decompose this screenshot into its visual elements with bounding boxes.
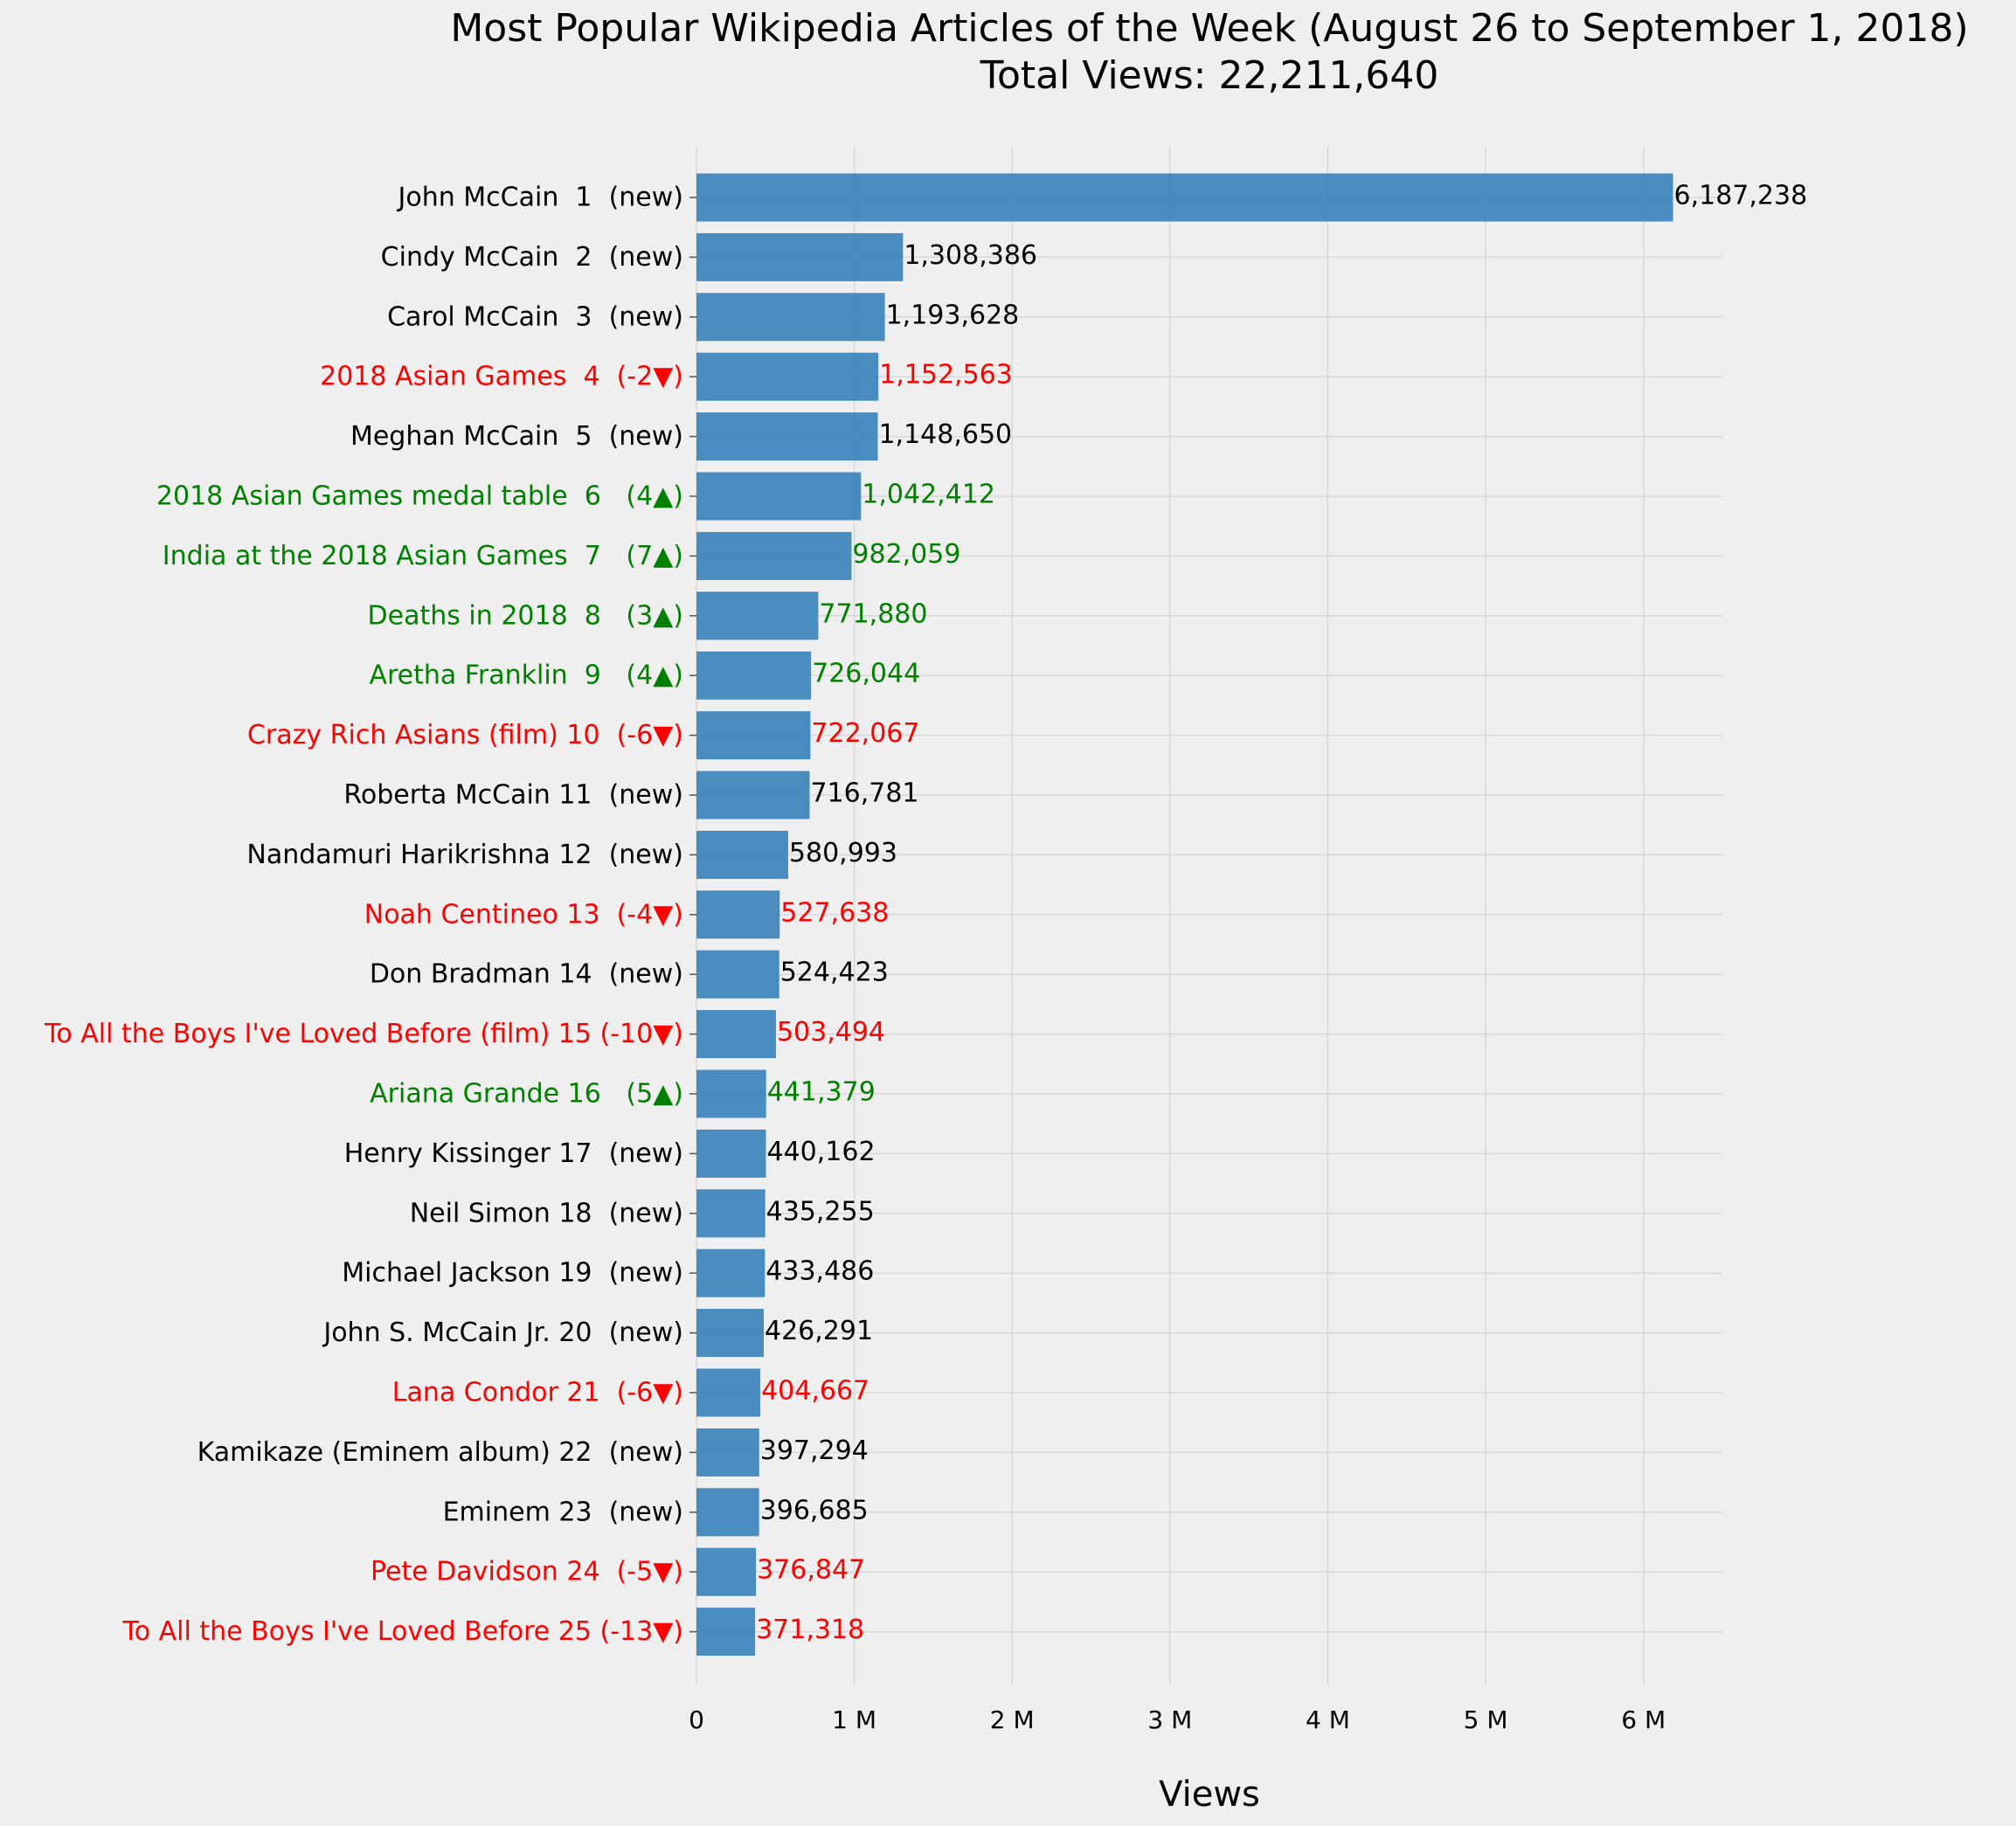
category-label: Michael Jackson 19 (new) — [342, 1258, 683, 1289]
bar — [696, 1069, 766, 1118]
bar — [696, 1608, 756, 1657]
value-label: 527,638 — [780, 897, 889, 928]
bar — [696, 1189, 766, 1238]
bar — [696, 1368, 761, 1417]
bar — [696, 830, 788, 879]
value-label: 404,667 — [761, 1376, 869, 1407]
category-label: Carol McCain 3 (new) — [387, 301, 683, 332]
category-label: Aretha Franklin 9 (4▲) — [369, 661, 683, 691]
category-label: John S. McCain Jr. 20 (new) — [322, 1318, 683, 1348]
bar — [696, 950, 779, 999]
bar — [696, 651, 812, 700]
value-label: 1,148,650 — [878, 419, 1012, 450]
category-label: India at the 2018 Asian Games 7 (7▲) — [163, 541, 683, 571]
bar — [696, 1488, 759, 1537]
value-label: 1,042,412 — [862, 480, 995, 510]
x-axis-ticks: 0 1 M 2 M 3 M 4 M 5 M 6 M — [689, 1705, 1666, 1734]
value-label: 397,294 — [760, 1435, 869, 1466]
x-tick-label: 2 M — [990, 1705, 1035, 1734]
value-label: 1,308,386 — [904, 240, 1037, 271]
value-label: 524,423 — [780, 958, 889, 988]
x-tick-label: 0 — [689, 1705, 704, 1734]
value-label: 503,494 — [777, 1017, 885, 1048]
bar — [696, 711, 811, 760]
chart-subtitle: Total Views: 22,211,640 — [980, 53, 1439, 98]
category-label: Lana Condor 21 (-6▼) — [392, 1378, 683, 1408]
category-label: John McCain 1 (new) — [397, 183, 683, 213]
value-label: 1,152,563 — [879, 360, 1013, 391]
x-axis-label: Views — [1159, 1774, 1260, 1815]
category-label: To All the Boys I've Loved Before (film)… — [44, 1019, 683, 1049]
value-label: 580,993 — [789, 838, 897, 868]
value-label: 726,044 — [812, 659, 920, 689]
value-label: 435,255 — [766, 1196, 875, 1227]
value-label: 433,486 — [766, 1256, 874, 1287]
category-label: Kamikaze (Eminem album) 22 (new) — [197, 1437, 683, 1468]
category-label: Eminem 23 (new) — [443, 1497, 683, 1527]
category-label: Neil Simon 18 (new) — [410, 1198, 683, 1228]
category-label: 2018 Asian Games medal table 6 (4▲) — [156, 481, 683, 512]
category-label: Crazy Rich Asians (film) 10 (-6▼) — [247, 720, 683, 750]
bar — [696, 173, 1673, 222]
bar — [696, 1547, 757, 1596]
value-label: 716,781 — [810, 778, 918, 809]
x-tick-label: 6 M — [1621, 1705, 1666, 1734]
bar — [696, 1248, 766, 1297]
value-label: 771,880 — [819, 598, 927, 629]
value-label: 1,193,628 — [886, 300, 1020, 330]
category-label: Pete Davidson 24 (-5▼) — [371, 1557, 683, 1587]
bar — [696, 293, 885, 342]
bar — [696, 1428, 759, 1477]
value-label: 396,685 — [760, 1495, 869, 1525]
x-tick-label: 5 M — [1464, 1705, 1508, 1734]
bar — [696, 890, 780, 939]
value-label: 6,187,238 — [1674, 181, 1808, 211]
bar — [696, 591, 819, 640]
x-tick-label: 3 M — [1147, 1705, 1192, 1734]
bar — [696, 1129, 766, 1178]
category-label: Roberta McCain 11 (new) — [343, 780, 683, 811]
value-label: 426,291 — [765, 1316, 873, 1346]
value-label: 371,318 — [756, 1615, 864, 1645]
value-label: 440,162 — [767, 1137, 876, 1167]
category-label: Ariana Grande 16 (5▲) — [370, 1079, 683, 1110]
value-label: 441,379 — [767, 1077, 876, 1108]
bar — [696, 472, 862, 521]
bar — [696, 1309, 764, 1358]
bar — [696, 531, 852, 580]
category-labels: John McCain 1 (new) Cindy McCain 2 (new) C… — [44, 183, 696, 1647]
bar — [696, 232, 904, 281]
bar — [696, 771, 810, 820]
value-label: 722,067 — [811, 718, 919, 749]
category-label: Nandamuri Harikrishna 12 (new) — [246, 840, 683, 870]
value-labels: 6,187,238 1,308,386 1,193,628 1,152,563 1,14… — [756, 181, 1807, 1646]
bars — [696, 173, 1673, 1657]
value-label: 376,847 — [757, 1555, 865, 1586]
category-label: 2018 Asian Games 4 (-2▼) — [320, 362, 683, 392]
value-label: 982,059 — [852, 539, 960, 570]
bar — [696, 412, 878, 461]
chart-title: Most Popular Wikipedia Articles of the W… — [450, 6, 1968, 51]
category-label: Cindy McCain 2 (new) — [381, 242, 683, 273]
x-tick-label: 4 M — [1306, 1705, 1350, 1734]
category-label: Meghan McCain 5 (new) — [350, 421, 683, 452]
bar — [696, 352, 879, 401]
category-label: Henry Kissinger 17 (new) — [344, 1138, 683, 1169]
category-label: Don Bradman 14 (new) — [370, 959, 683, 990]
x-tick-label: 1 M — [832, 1705, 876, 1734]
category-label: Deaths in 2018 8 (3▲) — [368, 600, 683, 631]
category-label: Noah Centineo 13 (-4▼) — [364, 899, 683, 930]
category-label: To All the Boys I've Loved Before 25 (-1… — [122, 1616, 683, 1647]
bar — [696, 1010, 776, 1059]
